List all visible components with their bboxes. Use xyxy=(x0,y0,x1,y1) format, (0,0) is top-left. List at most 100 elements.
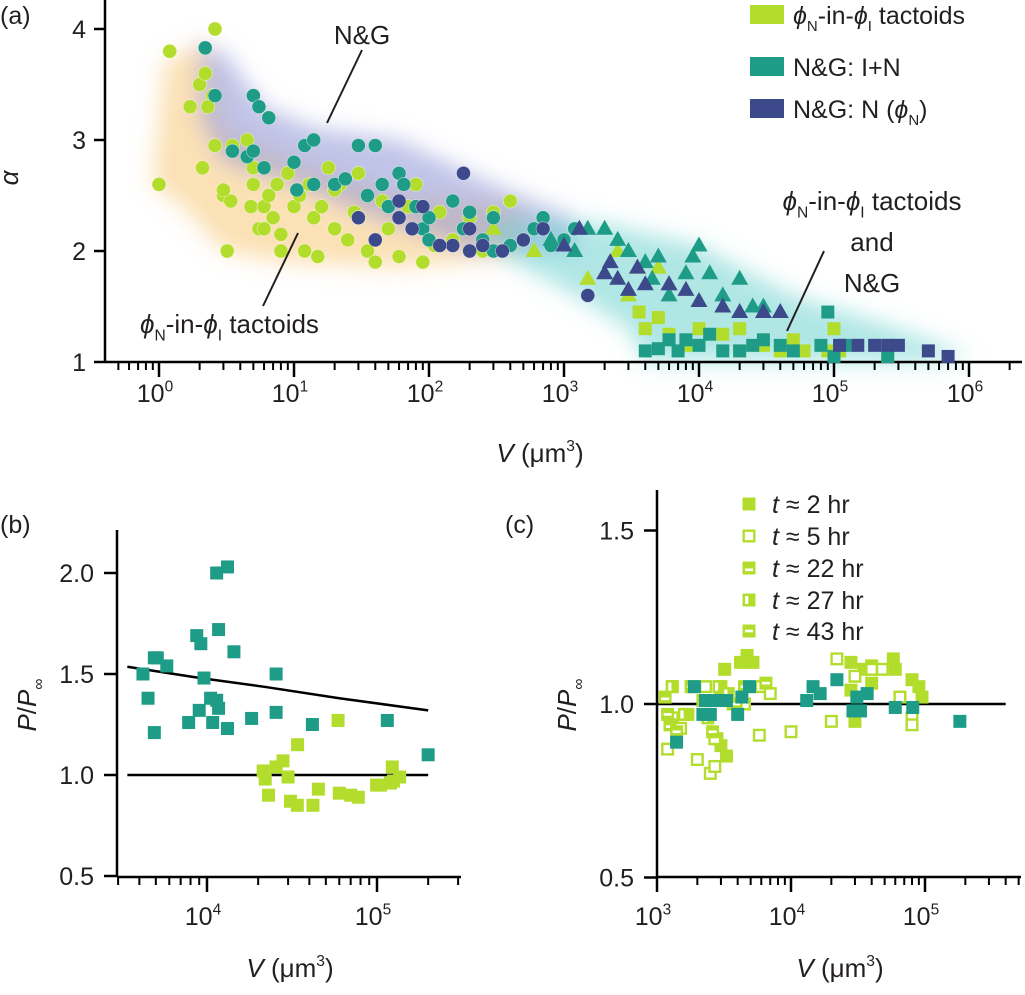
legend-label-part: tactoids xyxy=(872,2,965,30)
legend-label: N&G: I+N xyxy=(793,54,901,82)
x-axis-label-part: (μm xyxy=(264,953,317,983)
data-point-square-filled xyxy=(719,694,733,708)
data-point-square-open xyxy=(830,652,844,666)
x-tick-label: 105 xyxy=(903,902,939,932)
x-axis-label-part: ) xyxy=(875,953,884,983)
data-point-square xyxy=(206,715,220,729)
data-point-square-filled xyxy=(742,497,756,511)
data-point-square xyxy=(141,691,155,705)
legend-label-part: -in- xyxy=(818,2,854,30)
data-point-square xyxy=(305,718,319,731)
annotation-combined-line: and xyxy=(850,227,893,257)
annotation-combined-line: N&G xyxy=(844,268,900,298)
data-point-square xyxy=(258,772,272,786)
x-axis-label-part: V xyxy=(246,953,266,983)
data-point-triangle xyxy=(690,236,708,252)
annotation-tactoids-part: -in- xyxy=(166,309,204,339)
legend-label-part: ≈ 22 hr xyxy=(779,555,864,583)
marker-inner-bar xyxy=(745,568,753,572)
y-tick-label: 1.0 xyxy=(599,691,634,719)
legend-label-part: t xyxy=(772,491,780,519)
data-point-square xyxy=(671,344,685,358)
y-tick-label: 0.5 xyxy=(599,865,634,893)
data-point-square xyxy=(662,333,676,347)
data-point-square-filled xyxy=(670,735,684,749)
x-tick-label: 104 xyxy=(677,379,714,409)
legend: t ≈ 2 hrt ≈ 5 hrt ≈ 22 hrt ≈ 27 hrt ≈ 43… xyxy=(742,491,864,646)
data-point-square-filled xyxy=(865,676,879,690)
data-point-circle xyxy=(246,177,261,192)
data-point-square-filled xyxy=(708,694,722,708)
annotation-tactoids-part: I xyxy=(218,327,222,344)
panel-label-part: (b) xyxy=(0,511,31,539)
marker-inner-bar xyxy=(732,702,741,706)
x-tick-label: 105 xyxy=(355,902,391,932)
data-point-triangle xyxy=(744,297,762,313)
x-tick-label: 101 xyxy=(272,379,308,409)
data-point-square xyxy=(182,715,196,729)
data-point-circle xyxy=(286,154,302,170)
legend-label-part: ϕ xyxy=(793,2,807,30)
data-point-square-open xyxy=(848,669,862,683)
data-point-circle xyxy=(225,143,240,159)
x-tick-label: 102 xyxy=(407,379,443,409)
data-point-square-filled xyxy=(703,707,717,721)
legend-label: t ≈ 22 hr xyxy=(772,555,864,583)
legend-label-part: N xyxy=(908,112,919,129)
data-point-triangle xyxy=(649,247,667,263)
legend-swatch xyxy=(750,99,784,118)
tick-exponent: 4 xyxy=(705,379,714,396)
tick-exponent: 1 xyxy=(300,379,309,396)
marker-inner-bar xyxy=(661,697,670,701)
panel-label-part: (a) xyxy=(0,2,31,30)
data-point-circle xyxy=(306,132,322,148)
data-point-square-filled xyxy=(735,690,749,704)
data-point-triangle xyxy=(628,258,646,274)
data-point-circle xyxy=(273,243,289,259)
data-point-circle xyxy=(445,238,461,253)
legend-label-part: ≈ 2 hr xyxy=(779,491,850,519)
data-point-circle xyxy=(269,177,285,192)
legend-label-part: ϕ xyxy=(854,2,868,30)
data-point-circle xyxy=(197,66,213,81)
marker-inner-bar xyxy=(672,730,681,734)
data-point-square-filled xyxy=(860,687,874,701)
data-point-circle xyxy=(535,221,551,237)
y-axis-label-part: P xyxy=(552,689,582,707)
data-point-square xyxy=(891,338,905,352)
data-point-square-open xyxy=(893,690,907,704)
annotation-ng-part: N&G xyxy=(334,20,390,50)
data-point-square-filled xyxy=(888,700,902,714)
data-point-square-filled xyxy=(850,690,864,704)
data-point-square xyxy=(703,327,717,341)
legend-label-part: ≈ 27 hr xyxy=(779,587,864,615)
data-point-square xyxy=(881,338,895,352)
data-point-square xyxy=(220,722,234,736)
marker-inner-bar xyxy=(680,710,684,719)
x-axis-label: V (μm3) xyxy=(246,953,333,983)
data-point-square-open xyxy=(905,718,919,732)
data-point-square xyxy=(269,667,283,681)
y-tick-label-part: 1.5 xyxy=(59,661,94,689)
tick-base: 10 xyxy=(355,903,383,931)
data-point-triangle xyxy=(570,219,588,235)
x-axis-label-part: V xyxy=(796,953,816,983)
data-point-circle xyxy=(306,177,322,192)
data-point-square xyxy=(651,311,665,325)
data-point-triangle xyxy=(525,242,543,257)
data-point-square xyxy=(786,344,800,358)
panel-label-part: (c) xyxy=(505,511,534,539)
x-axis-label-part: ) xyxy=(575,438,584,468)
data-point-triangle xyxy=(555,236,573,252)
data-point-square-filled xyxy=(719,749,733,763)
y-axis-label-part: / xyxy=(552,706,582,714)
legend-label-part: ≈ 5 hr xyxy=(779,523,850,551)
data-point-triangle xyxy=(609,269,627,285)
data-point-square xyxy=(306,798,320,812)
data-point-circle xyxy=(351,166,366,181)
data-point-circle xyxy=(415,199,431,214)
y-axis-label-part: P xyxy=(12,689,42,707)
y-tick-label-part: 0.5 xyxy=(59,863,94,891)
